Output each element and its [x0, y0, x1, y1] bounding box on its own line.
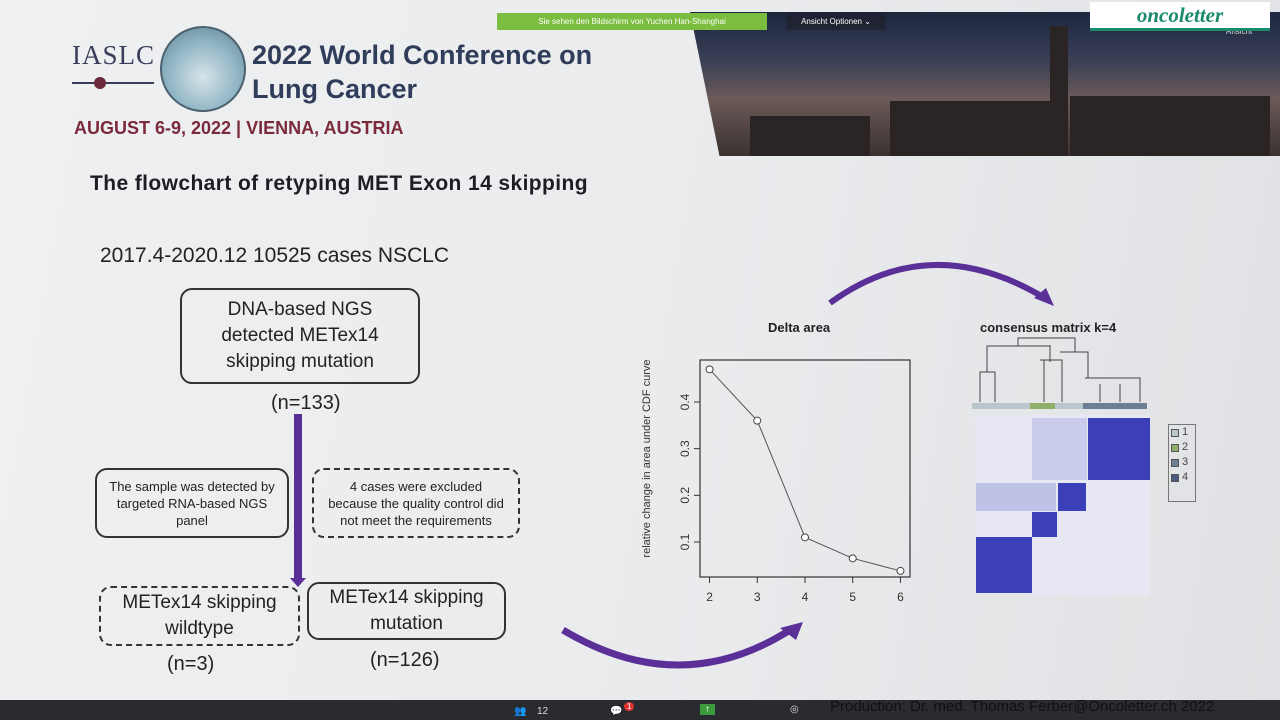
dna-ngs-box-label: DNA-based NGS detected METex14 skipping … [221, 299, 379, 372]
data-point [896, 566, 905, 575]
mutation-count: (n=126) [370, 649, 440, 671]
y-tick-label: 0.4 [678, 393, 692, 410]
screen-share-banner: Sie sehen den Bildschirm von Yuchen Han-… [497, 13, 767, 30]
cluster-bar-2 [1030, 403, 1055, 409]
dna-ngs-box: DNA-based NGS detected METex14 skipping … [180, 288, 420, 384]
y-axis-label: relative change in area under CDF curve [641, 359, 653, 557]
x-tick-label: 6 [897, 590, 904, 604]
x-tick-label: 3 [754, 590, 761, 604]
wildtype-count: (n=3) [167, 653, 215, 675]
y-tick-label: 0.1 [678, 533, 692, 550]
view-options-button[interactable]: Ansicht Optionen ⌄ [786, 13, 886, 30]
dendrogram [979, 337, 1141, 402]
excluded-cases-box: 4 cases were excluded because the qualit… [312, 468, 520, 538]
cases-line: 2017.4-2020.12 10525 cases NSCLC [100, 244, 450, 267]
legend-item-2: 2 [1171, 440, 1195, 455]
participants-count: 12 [537, 706, 549, 717]
data-point [705, 365, 714, 374]
zoom-toolbar: 👥 12 💬 1 ↑ ◎ [0, 700, 1280, 720]
participants-icon[interactable]: 👥 [514, 706, 527, 717]
heatmap-block-3 [1058, 483, 1086, 511]
legend-item-4: 4 [1171, 470, 1195, 485]
wildtype-box-label: METex14 skipping wildtype [122, 592, 277, 639]
heatmap-block-1 [976, 537, 1032, 593]
ngs-count: (n=133) [271, 392, 341, 414]
bottom-curved-arrow [561, 626, 792, 669]
cluster-bar-4 [1083, 403, 1147, 409]
rna-ngs-box: The sample was detected by targeted RNA-… [95, 468, 289, 538]
bottom-arrow-head [780, 622, 803, 640]
data-point [753, 416, 762, 425]
chat-icon[interactable]: 💬 [610, 706, 623, 717]
y-tick-label: 0.3 [678, 440, 692, 457]
ribbon-icon [72, 77, 154, 89]
flow-arrow-head [290, 578, 306, 587]
conference-date: AUGUST 6-9, 2022 | VIENNA, AUSTRIA [74, 118, 404, 138]
y-tick-label: 0.2 [678, 487, 692, 504]
x-tick-label: 5 [849, 590, 856, 604]
chat-badge: 1 [624, 702, 635, 711]
mutation-box-label: METex14 skipping mutation [329, 587, 484, 634]
heatmap-block-4 [1088, 418, 1150, 480]
vienna-skyline-image [690, 12, 1280, 156]
consensus-title: consensus matrix k=4 [980, 320, 1117, 335]
heatmap-shade-b [976, 483, 1056, 511]
top-curved-arrow [828, 262, 1045, 306]
x-tick-label: 4 [802, 590, 809, 604]
delta-area-title: Delta area [768, 320, 831, 335]
data-point [801, 533, 809, 542]
legend-item-3: 3 [1171, 455, 1195, 470]
conference-logo-badge [160, 26, 246, 112]
rna-ngs-box-label: The sample was detected by targeted RNA-… [109, 478, 275, 528]
record-icon[interactable]: ◎ [790, 704, 799, 715]
cluster-bar-1 [972, 403, 1030, 409]
x-tick-label: 2 [706, 590, 713, 604]
excluded-cases-box-label: 4 cases were excluded because the qualit… [328, 478, 504, 528]
legend-item-1: 1 [1171, 425, 1195, 440]
cluster-bar-3 [1055, 403, 1083, 409]
heatmap-block-2 [1032, 512, 1057, 537]
flow-arrow-shaft [294, 414, 302, 580]
share-screen-icon[interactable]: ↑ [700, 704, 715, 715]
cluster-legend: 1 2 3 4 [1168, 424, 1196, 502]
iaslc-logo-text: IASLC [72, 40, 156, 70]
slide-title: The flowchart of retyping MET Exon 14 sk… [90, 172, 588, 195]
heatmap-shade-a [1032, 418, 1087, 480]
oncoletter-logo: oncoletter [1090, 2, 1270, 31]
conference-title: 2022 World Conference on Lung Cancer [252, 40, 593, 104]
top-arrow-head [1034, 288, 1054, 306]
ansicht-label[interactable]: Ansicht [1226, 27, 1253, 36]
mutation-box: METex14 skipping mutation [307, 582, 506, 640]
production-credit: Production: Dr. med. Thomas Ferber@Oncol… [830, 698, 1215, 715]
data-point [848, 554, 857, 563]
wildtype-box: METex14 skipping wildtype [99, 586, 300, 646]
